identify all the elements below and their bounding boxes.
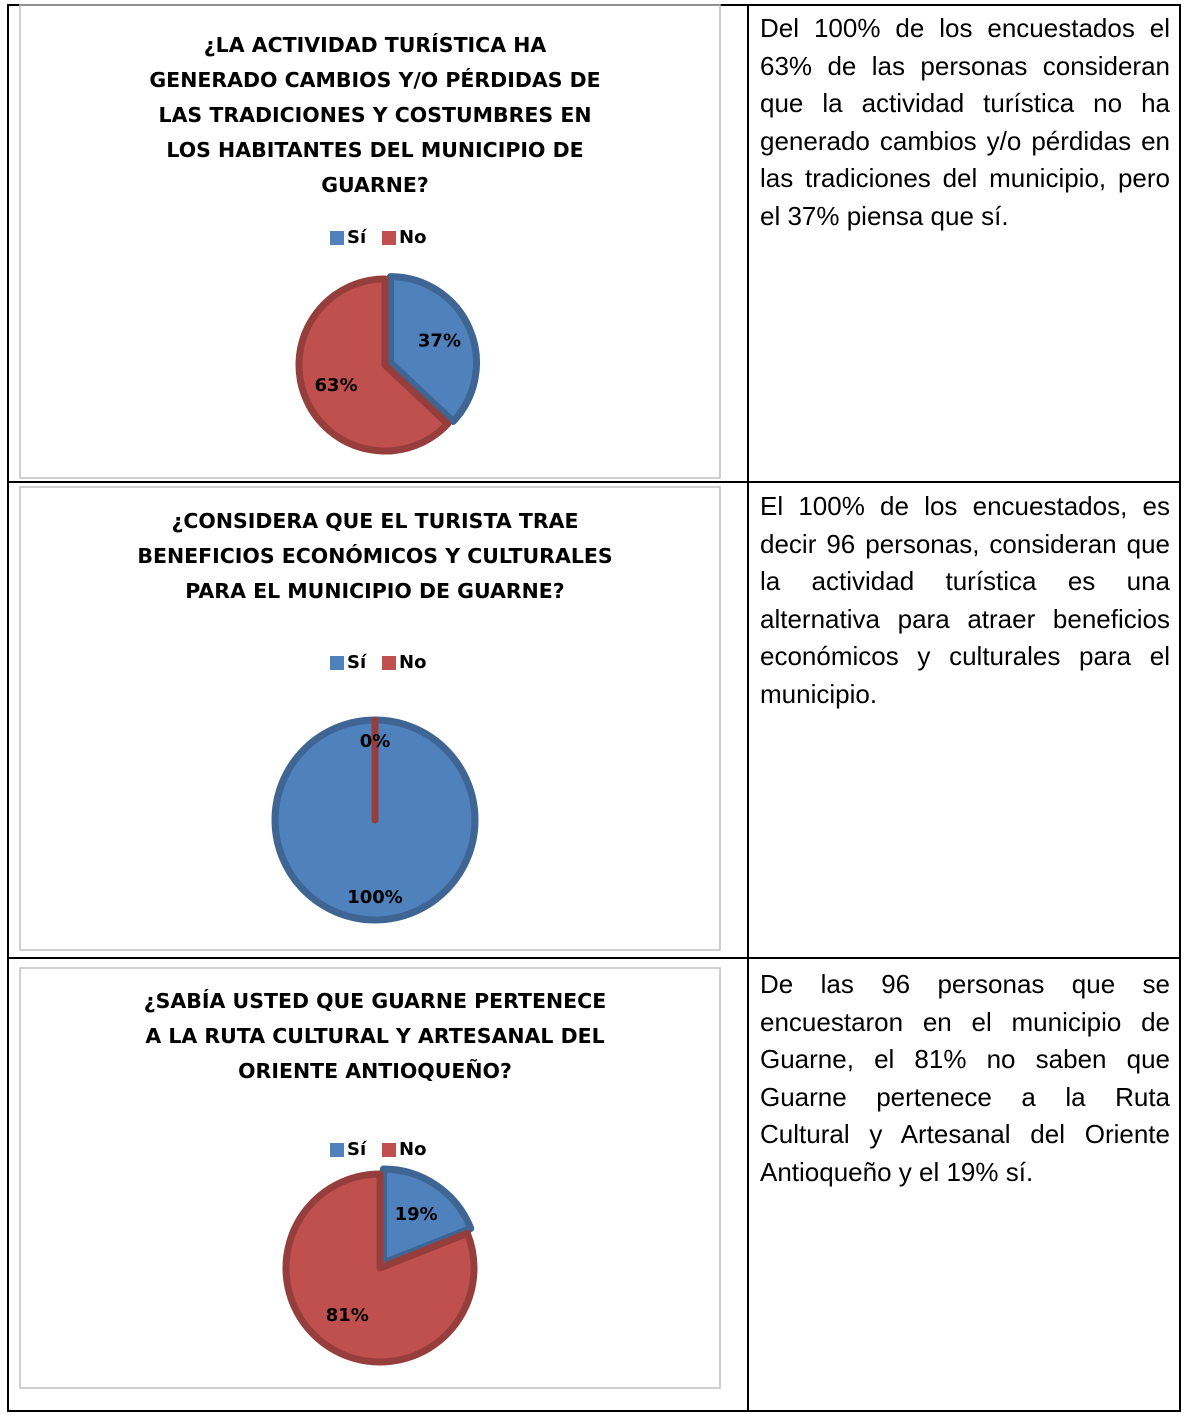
legend-label: No [399,1139,426,1160]
chart-title: ORIENTE ANTIOQUEÑO? [238,1058,512,1083]
pie-slice [295,275,452,455]
pie-slice [387,273,480,425]
description: Del 100% de los encuestados el 63% de la… [760,13,1170,231]
legend-label: No [399,652,426,673]
description: El 100% de los encuestados, es decir 96 … [760,491,1170,709]
legend-label: Sí [347,227,367,248]
chart-title: ¿LA ACTIVIDAD TURÍSTICA HA [204,32,547,57]
chart-title: PARA EL MUNICIPIO DE GUARNE? [185,579,564,603]
legend-swatch [382,656,396,670]
chart-frame [19,486,721,951]
chart-title: LOS HABITANTES DEL MUNICIPIO DE [166,138,583,162]
chart-title: A LA RUTA CULTURAL Y ARTESANAL DEL [145,1024,604,1048]
legend-label: No [399,227,426,248]
data-label: 37% [418,330,461,351]
legend-swatch [382,1143,396,1157]
legend-label: Sí [347,652,367,673]
chart-title: GENERADO CAMBIOS Y/O PÉRDIDAS DE [149,67,600,92]
chart-title: GUARNE? [321,173,429,197]
data-label: 0% [360,731,391,752]
chart-title: ¿CONSIDERA QUE EL TURISTA TRAE [172,509,579,533]
data-label: 100% [347,887,403,908]
chart-title: LAS TRADICIONES Y COSTUMBRES EN [159,103,592,127]
pie-slice [379,1165,475,1267]
pie-slice [282,1170,478,1366]
legend-label: Sí [347,1139,367,1160]
chart-frame [19,967,721,1389]
data-label: 19% [395,1204,438,1225]
data-label: 63% [315,375,358,396]
chart-frame [19,4,721,479]
chart-title: ¿SABÍA USTED QUE GUARNE PERTENECE [144,988,606,1013]
legend-swatch [330,656,344,670]
chart-title: BENEFICIOS ECONÓMICOS Y CULTURALES [137,543,612,568]
data-label: 81% [326,1305,369,1326]
description: De las 96 personas que se encuestaron en… [760,969,1170,1187]
legend-swatch [330,1143,344,1157]
legend-swatch [330,231,344,245]
legend-swatch [382,231,396,245]
